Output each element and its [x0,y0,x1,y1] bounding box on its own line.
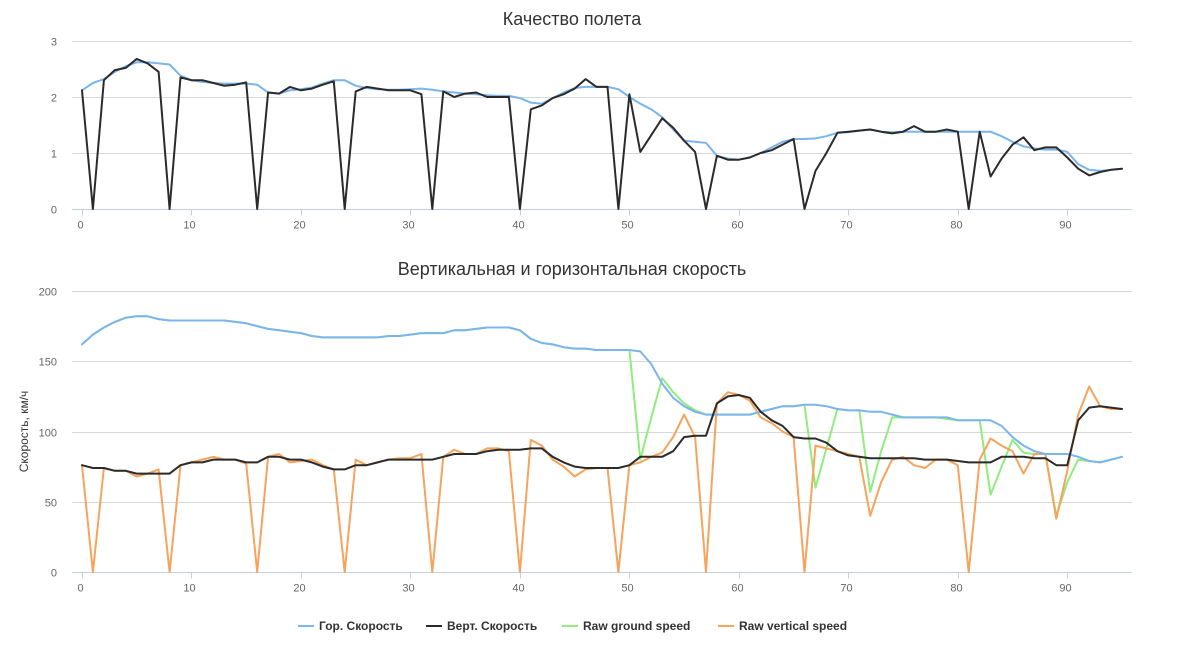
y-tick-label: 0 [51,568,57,580]
y-tick-label: 200 [39,287,57,299]
x-tick-label: 30 [402,583,414,595]
y-tick-label: 150 [39,357,57,369]
chart-title: Качество полета [503,9,642,29]
y-tick-label: 2 [51,93,57,105]
x-tick-label: 0 [77,583,83,595]
series-line-vertical [81,394,1123,475]
x-tick-label: 70 [840,583,852,595]
x-tick-label: 80 [950,583,962,595]
x-tick-label: 20 [293,220,305,232]
x-tick-label: 70 [840,220,852,232]
x-tick-label: 50 [621,583,633,595]
series-line-ground [81,61,1123,172]
legend-item-raw-ground[interactable]: Raw ground speed [562,619,690,633]
x-tick-label: 40 [512,220,524,232]
x-tick-label: 90 [1059,220,1071,232]
legend-label: Верт. Скорость [447,619,537,633]
legend-item-ground[interactable]: Гор. Скорость [298,619,403,633]
y-tick-label: 50 [45,498,57,510]
chart-title: Вертикальная и горизонтальная скорость [398,259,746,279]
y-tick-label: 3 [51,37,57,49]
x-tick-label: 50 [621,220,633,232]
series-line-raw-vertical [81,385,1123,573]
series-line-raw-ground [81,315,1123,517]
y-tick-label: 100 [39,428,57,440]
legend-item-vertical[interactable]: Верт. Скорость [426,619,537,633]
x-tick-label: 10 [183,583,195,595]
y-tick-label: 1 [51,149,57,161]
legend-label: Raw vertical speed [739,619,847,633]
x-tick-label: 60 [731,220,743,232]
x-tick-label: 30 [402,220,414,232]
series-line-vertical [81,57,1123,210]
x-tick-label: 60 [731,583,743,595]
x-tick-label: 0 [77,220,83,232]
speed-chart: Вертикальная и горизонтальная скорость Ск… [17,259,1132,595]
x-tick-label: 20 [293,583,305,595]
legend-label: Raw ground speed [583,619,690,633]
legend-label: Гор. Скорость [319,619,403,633]
x-tick-label: 90 [1059,583,1071,595]
y-axis-label: Скорость, км/ч [17,391,31,473]
x-tick-label: 10 [183,220,195,232]
legend-item-raw-vertical[interactable]: Raw vertical speed [718,619,847,633]
legend[interactable]: Гор. Скорость Верт. Скорость Raw ground sp… [298,619,847,633]
series-line-ground [81,315,1123,464]
x-tick-label: 80 [950,220,962,232]
y-tick-label: 0 [51,205,57,217]
x-tick-label: 40 [512,583,524,595]
